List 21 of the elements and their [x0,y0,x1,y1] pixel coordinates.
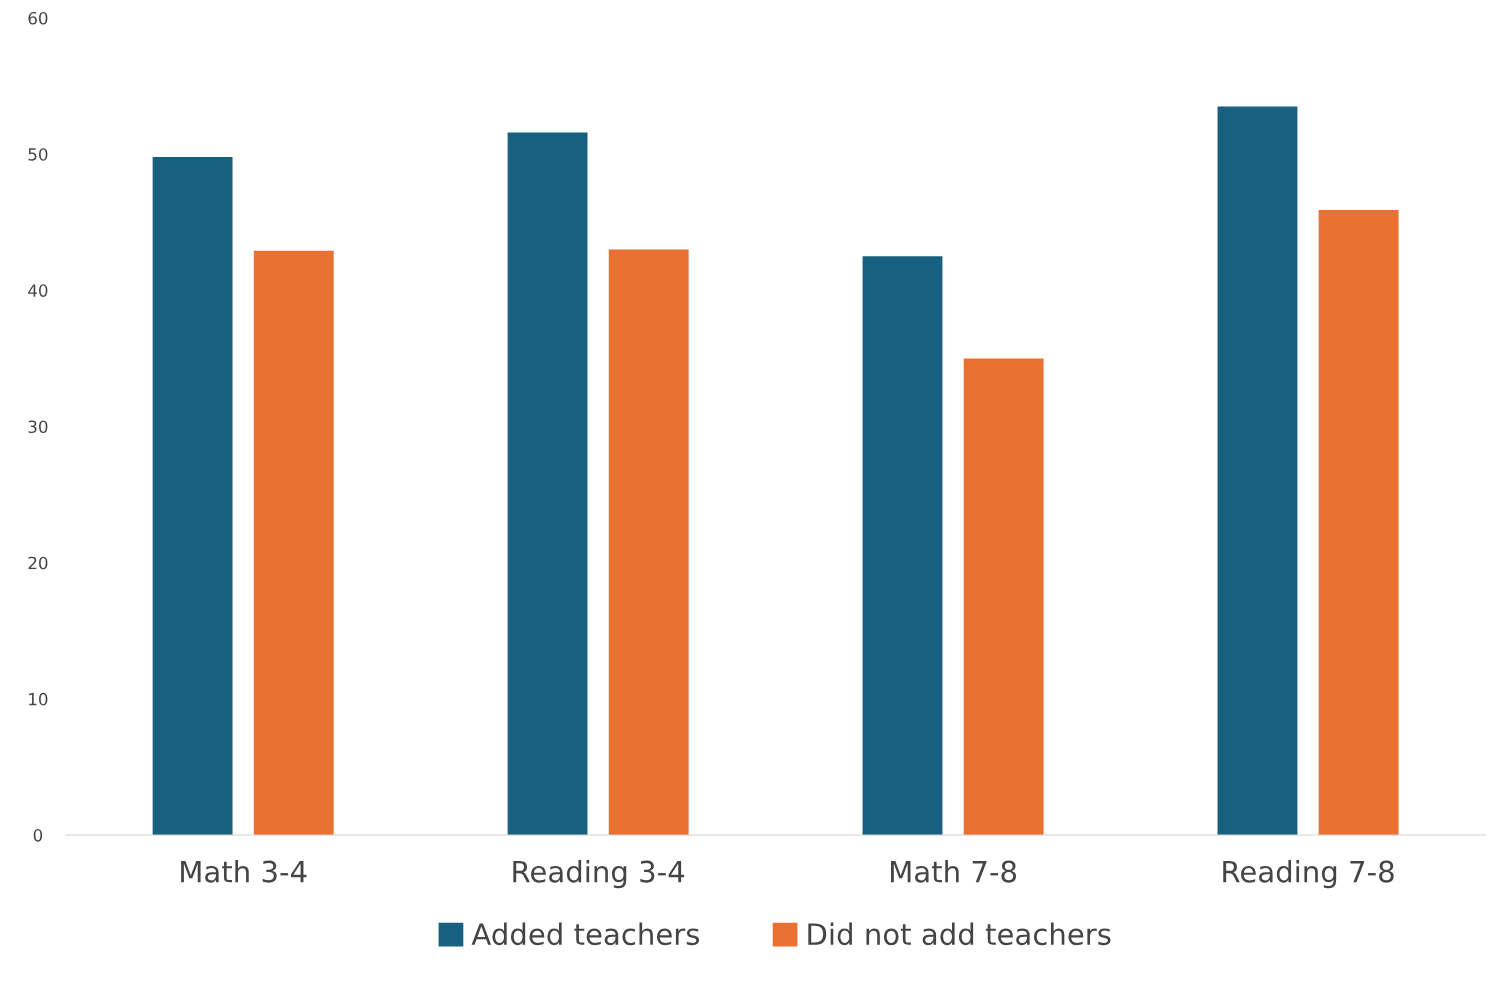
y-tick-label: 20 [28,556,48,570]
bar [152,156,233,836]
bar [963,358,1044,836]
y-tick-label: 40 [28,284,48,297]
y-tick-label: 50 [28,148,48,161]
bar [1318,210,1399,836]
x-tick-label: Math 3-4 [181,860,307,883]
bar [1217,106,1298,836]
x-tick-label: Reading 7-8 [1223,860,1394,889]
y-tick-label: 60 [28,11,48,25]
x-tick-label: Math 7-8 [891,860,1017,883]
bar [253,250,334,836]
bar [608,249,689,836]
y-tick-label: 0 [33,829,43,842]
bar [862,256,943,836]
y-tick-label: 30 [28,420,48,434]
x-tick-label: Reading 3-4 [513,860,685,889]
legend-label: Did not add teachers [808,922,1111,946]
bar [507,132,588,836]
y-tick-label: 10 [29,692,48,706]
legend-label: Added teachers [471,922,700,946]
